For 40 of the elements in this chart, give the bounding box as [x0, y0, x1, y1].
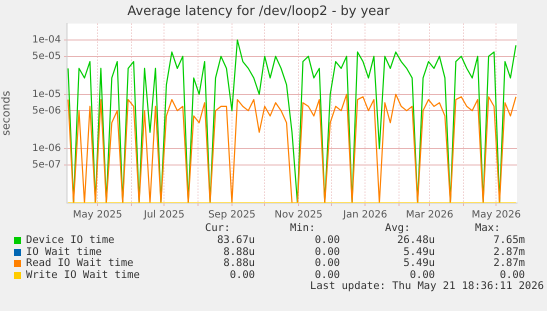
text: 5.49u: [402, 246, 435, 258]
text: 26.48u: [396, 234, 435, 246]
text: Avg:: [385, 222, 410, 234]
text: 8.88u: [222, 257, 255, 269]
legend-label: Read IO Wait time: [26, 257, 134, 269]
y-tick-label: 5e-05: [32, 50, 61, 62]
x-tick-label: Nov 2025: [274, 210, 323, 221]
text: 2.87m: [492, 246, 525, 258]
y-tick-label: 5e-06: [32, 105, 61, 116]
y-tick-label: 1e-04: [32, 34, 61, 46]
text: Min:: [290, 222, 316, 234]
text: 0.00: [408, 268, 435, 280]
x-tick-label: May 2025: [72, 210, 122, 221]
legend-label: Write IO Wait time: [26, 268, 140, 280]
x-tick-label: Jul 2025: [142, 210, 185, 221]
text: Max:: [475, 222, 500, 234]
x-tick-label: May 2026: [472, 210, 521, 221]
text: 0.00: [498, 268, 525, 280]
text: Cur:: [205, 222, 230, 234]
text: 83.67u: [216, 234, 255, 246]
y-tick-label: 5e-07: [32, 160, 61, 171]
chart-title: Average latency for /dev/loop2 - by year: [127, 4, 390, 20]
y-axis-title: seconds: [0, 90, 12, 136]
text: 5.49u: [402, 257, 435, 269]
text: 0.00: [314, 268, 340, 280]
x-tick-label: Sep 2025: [208, 210, 256, 221]
text: Last update: Thu May 21 18:36:11 2026: [310, 280, 544, 292]
y-tick-label: 1e-06: [32, 143, 61, 154]
x-tick-label: Jan 2026: [342, 210, 388, 221]
y-tick-label: 1e-05: [32, 88, 61, 100]
text: 2.87m: [492, 257, 525, 269]
text: 0.00: [314, 234, 340, 246]
legend-label: Device IO time: [26, 234, 115, 246]
text: 0.00: [314, 257, 340, 269]
text: 0.00: [228, 268, 255, 280]
text: 8.88u: [222, 246, 255, 258]
text: 0.00: [314, 246, 340, 258]
x-tick-label: Mar 2026: [406, 210, 454, 221]
text: 7.65m: [492, 234, 525, 246]
legend-label: IO Wait time: [26, 246, 102, 258]
